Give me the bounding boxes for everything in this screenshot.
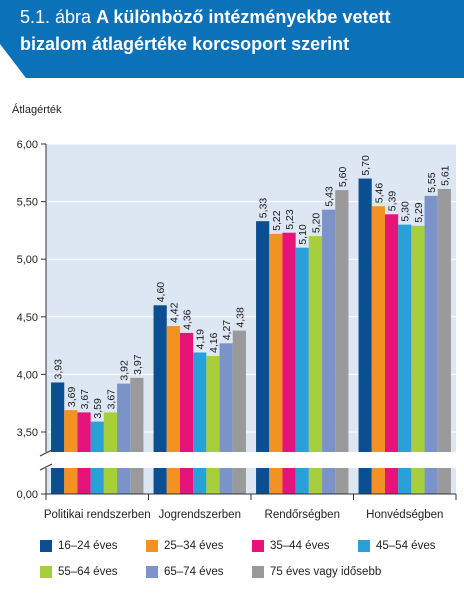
bar — [153, 305, 167, 494]
legend-swatch — [146, 540, 158, 552]
figure-header — [0, 0, 464, 78]
axis-break-mark — [39, 449, 53, 457]
legend-item: 75 éves vagy idősebb — [252, 566, 381, 578]
bar — [358, 178, 372, 494]
data-label: 5,20 — [310, 213, 322, 234]
axis-break-mark — [39, 463, 53, 471]
data-label: 5,60 — [337, 166, 349, 187]
bar — [282, 232, 296, 495]
data-label: 3,97 — [132, 354, 144, 375]
bar — [371, 206, 385, 494]
data-label: 5,39 — [387, 191, 399, 212]
legend-label: 55–64 éves — [58, 566, 118, 578]
figure-title-text: A különböző intézményekbe vetett bizalom… — [20, 7, 391, 54]
data-label: 5,29 — [413, 202, 425, 223]
data-label: 3,92 — [119, 360, 131, 381]
legend-item: 45–54 éves — [358, 540, 435, 552]
data-label: 3,69 — [66, 387, 78, 408]
bar — [51, 382, 65, 494]
legend-item: 25–34 éves — [146, 540, 223, 552]
data-label: 5,23 — [284, 209, 296, 230]
figure-number: 5.1. ábra — [20, 7, 97, 27]
data-label: 4,42 — [168, 302, 180, 323]
data-label: 4,27 — [221, 320, 233, 341]
bar — [269, 233, 283, 494]
bar — [232, 330, 246, 494]
data-label: 5,30 — [400, 201, 412, 222]
x-category-label: Politikai rendszerben — [44, 509, 151, 521]
y-tick-label: 5,00 — [17, 254, 38, 266]
bar — [130, 377, 144, 494]
y-tick-label: 0,00 — [17, 489, 38, 501]
legend-item: 16–24 éves — [40, 540, 117, 552]
bar — [219, 343, 233, 494]
bar — [398, 224, 412, 494]
data-label: 5,22 — [271, 210, 283, 231]
bar — [411, 225, 425, 495]
bar — [384, 214, 399, 494]
bar — [256, 221, 270, 494]
legend-label: 45–54 éves — [376, 540, 436, 552]
bar — [322, 209, 336, 494]
data-label: 5,43 — [324, 186, 336, 207]
data-label: 4,60 — [155, 282, 167, 303]
bar — [295, 247, 309, 494]
legend-swatch — [252, 566, 264, 578]
bar — [179, 332, 194, 494]
data-label: 5,33 — [258, 198, 270, 219]
x-category-label: Honvédségben — [366, 509, 443, 521]
bar — [193, 352, 207, 494]
bar — [166, 326, 180, 494]
legend-label: 16–24 éves — [58, 540, 118, 552]
legend-label: 25–34 éves — [164, 540, 224, 552]
y-tick-label: 3,50 — [17, 427, 38, 439]
y-tick-label: 4,00 — [17, 369, 38, 381]
y-tick-label: 6,00 — [17, 139, 38, 151]
data-label: 5,70 — [360, 155, 372, 176]
legend-label: 35–44 éves — [270, 540, 330, 552]
y-tick-label: 5,50 — [17, 197, 38, 209]
bar — [206, 355, 220, 494]
data-label: 4,38 — [234, 307, 246, 328]
legend-item: 55–64 éves — [40, 566, 117, 578]
data-label: 4,19 — [195, 329, 207, 350]
figure-title: 5.1. ábra A különböző intézményekbe vete… — [20, 4, 450, 58]
axis-break-band — [36, 452, 458, 468]
bar — [424, 195, 438, 494]
data-label: 3,59 — [92, 398, 104, 419]
data-label: 3,67 — [79, 389, 91, 410]
data-label: 4,36 — [182, 309, 194, 330]
data-label: 5,10 — [297, 224, 309, 245]
legend-item: 65–74 éves — [146, 566, 223, 578]
legend-swatch — [146, 566, 158, 578]
x-category-label: Jogrendszerben — [159, 509, 241, 521]
legend-item: 35–44 éves — [252, 540, 329, 552]
data-label: 5,55 — [426, 172, 438, 193]
legend-label: 65–74 éves — [164, 566, 224, 578]
legend-swatch — [40, 540, 52, 552]
data-label: 3,67 — [105, 389, 117, 410]
bar — [308, 236, 323, 494]
data-label: 5,46 — [373, 183, 385, 204]
bar — [437, 188, 451, 495]
y-tick-label: 4,50 — [17, 312, 38, 324]
x-category-label: Rendőrségben — [265, 509, 340, 521]
legend-swatch — [40, 566, 52, 578]
legend-swatch — [358, 540, 370, 552]
data-label: 4,16 — [208, 332, 220, 353]
bar — [117, 383, 131, 494]
legend-label: 75 éves vagy idősebb — [270, 566, 382, 578]
header-fold-corner — [0, 44, 26, 78]
legend-swatch — [252, 540, 264, 552]
data-label: 3,93 — [53, 359, 65, 380]
y-axis-label: Átlagérték — [12, 104, 62, 116]
bar — [335, 190, 349, 494]
chart-legend: 16–24 éves 25–34 éves 35–44 éves 45–54 éves… — [40, 540, 460, 592]
data-label: 5,61 — [439, 165, 451, 186]
